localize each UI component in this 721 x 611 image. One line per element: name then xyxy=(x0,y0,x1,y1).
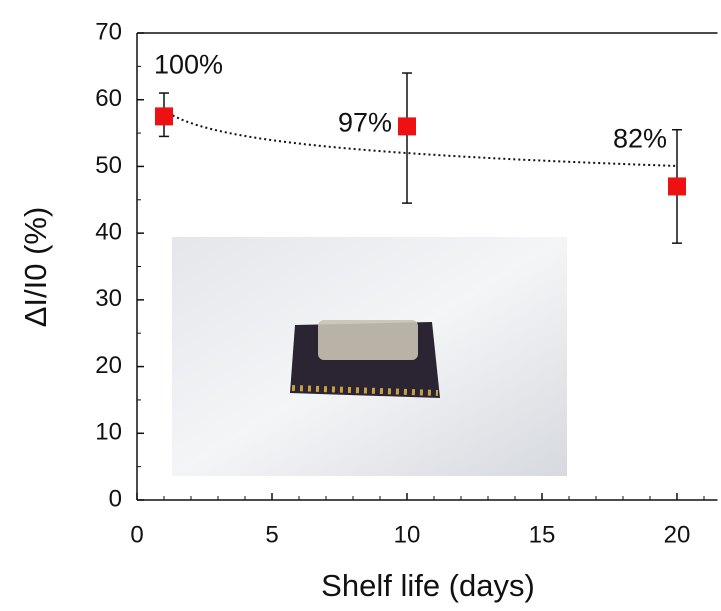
y-tick-label: 70 xyxy=(95,18,122,45)
y-tick-label: 30 xyxy=(95,285,122,312)
point-annotation: 100% xyxy=(154,50,223,80)
data-point xyxy=(668,177,686,195)
point-annotation: 97% xyxy=(338,108,392,138)
point-annotation: 82% xyxy=(613,124,667,154)
y-tick-label: 60 xyxy=(95,85,122,112)
x-tick-label: 5 xyxy=(265,521,278,548)
data-point xyxy=(155,107,173,125)
chart: Shelf life (days) ΔI/I0 (%) 010203040506… xyxy=(0,0,721,611)
y-tick-label: 10 xyxy=(95,419,122,446)
y-tick-label: 0 xyxy=(109,485,122,512)
x-tick-label: 10 xyxy=(394,521,421,548)
x-tick-label: 20 xyxy=(664,521,691,548)
y-tick-label: 20 xyxy=(95,352,122,379)
y-tick-label: 40 xyxy=(95,218,122,245)
x-tick-label: 0 xyxy=(130,521,143,548)
trendline xyxy=(164,110,677,166)
data-point xyxy=(398,117,416,135)
x-axis-title: Shelf life (days) xyxy=(321,568,535,603)
y-tick-label: 50 xyxy=(95,152,122,179)
y-axis-title: ΔI/I0 (%) xyxy=(18,207,53,328)
inset-photo xyxy=(172,237,567,476)
x-tick-label: 15 xyxy=(529,521,556,548)
